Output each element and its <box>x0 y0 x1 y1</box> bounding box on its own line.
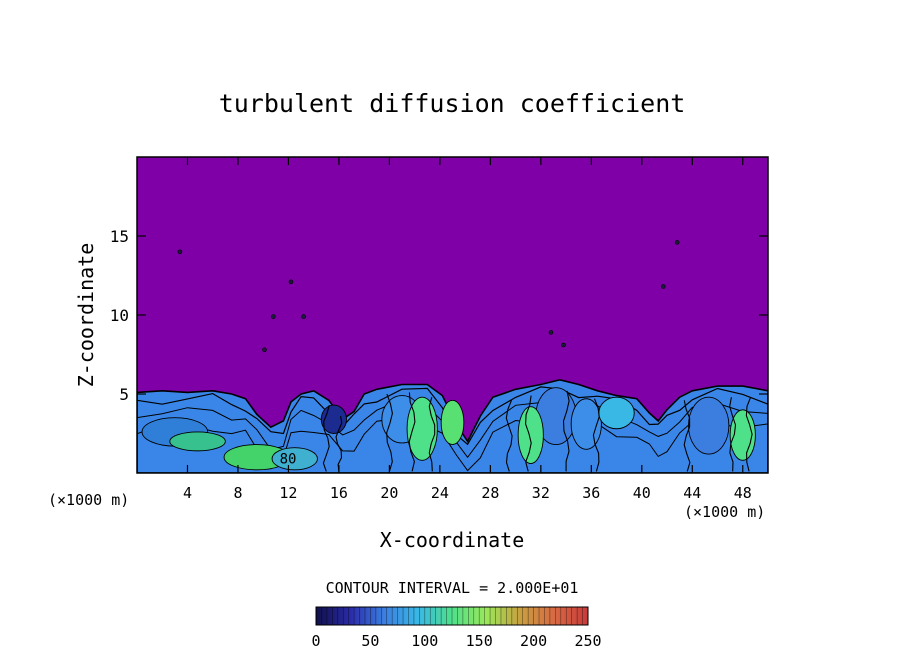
y-axis: 5 10 15 <box>110 227 768 404</box>
chart-title: turbulent diffusion coefficient <box>219 89 686 118</box>
contour-line <box>386 393 393 472</box>
x-tick-label: 48 <box>734 484 752 502</box>
y-axis-label: Z-coordinate <box>74 243 98 388</box>
x-unit-right: (×1000 m) <box>684 503 765 521</box>
x-axis: 4 8 12 16 20 24 28 32 36 40 44 48 <box>183 157 752 502</box>
value-patch <box>517 406 544 464</box>
contour-line <box>505 400 513 472</box>
y-tick-label: 5 <box>119 385 129 404</box>
x-tick-label: 32 <box>532 484 550 502</box>
value-patch <box>406 396 438 461</box>
x-tick-label: 4 <box>183 484 192 502</box>
colorbar: 0 50 100 150 200 250 <box>311 606 602 650</box>
contour-line <box>562 390 570 472</box>
x-axis-label: X-coordinate <box>380 528 525 552</box>
y-tick-label: 10 <box>110 306 129 325</box>
colorbar-tick-label: 50 <box>361 632 379 650</box>
contour-value-label: 80 <box>280 452 297 468</box>
isolated-spot <box>548 330 554 335</box>
isolated-spot <box>301 314 306 319</box>
x-unit-left: (×1000 m) <box>48 491 129 509</box>
value-patch <box>598 396 635 430</box>
colorbar-tick-label: 200 <box>520 632 547 650</box>
colorbar-tick-label: 100 <box>411 632 438 650</box>
value-patch <box>271 447 318 471</box>
contour-line <box>683 400 691 472</box>
isolated-spot <box>660 284 666 289</box>
colorbar-tick-label: 150 <box>466 632 493 650</box>
contour-line <box>137 386 768 446</box>
contour-line <box>745 396 753 472</box>
y-tick-label: 15 <box>110 227 129 246</box>
value-patch <box>440 399 465 446</box>
contour-line <box>525 395 532 472</box>
x-tick-label: 28 <box>481 484 499 502</box>
x-tick-label: 8 <box>233 484 242 502</box>
contour-interval-label: CONTOUR INTERVAL = 2.000E+01 <box>326 579 579 597</box>
field-layer: 80 <box>137 240 768 473</box>
x-tick-label: 24 <box>431 484 449 502</box>
isolated-spot <box>262 347 267 353</box>
isolated-spot <box>177 249 183 255</box>
contour-line <box>729 397 737 472</box>
isolated-spot <box>561 342 566 348</box>
x-tick-label: 40 <box>633 484 651 502</box>
isolated-spot <box>674 240 680 245</box>
isolated-spot <box>288 279 294 285</box>
x-tick-label: 12 <box>279 484 297 502</box>
x-tick-label: 20 <box>380 484 398 502</box>
x-tick-label: 44 <box>683 484 701 502</box>
value-patch <box>169 431 226 452</box>
colorbar-tick-label: 250 <box>574 632 601 650</box>
contour-line <box>592 398 600 472</box>
contour-line <box>322 404 330 472</box>
contour-line <box>335 416 343 472</box>
value-patch <box>688 396 730 455</box>
contour-line <box>408 392 416 472</box>
x-tick-label: 16 <box>330 484 348 502</box>
isolated-spot <box>270 314 276 319</box>
colorbar-tick-label: 0 <box>311 632 320 650</box>
contour-line <box>428 397 436 472</box>
x-tick-label: 36 <box>582 484 600 502</box>
